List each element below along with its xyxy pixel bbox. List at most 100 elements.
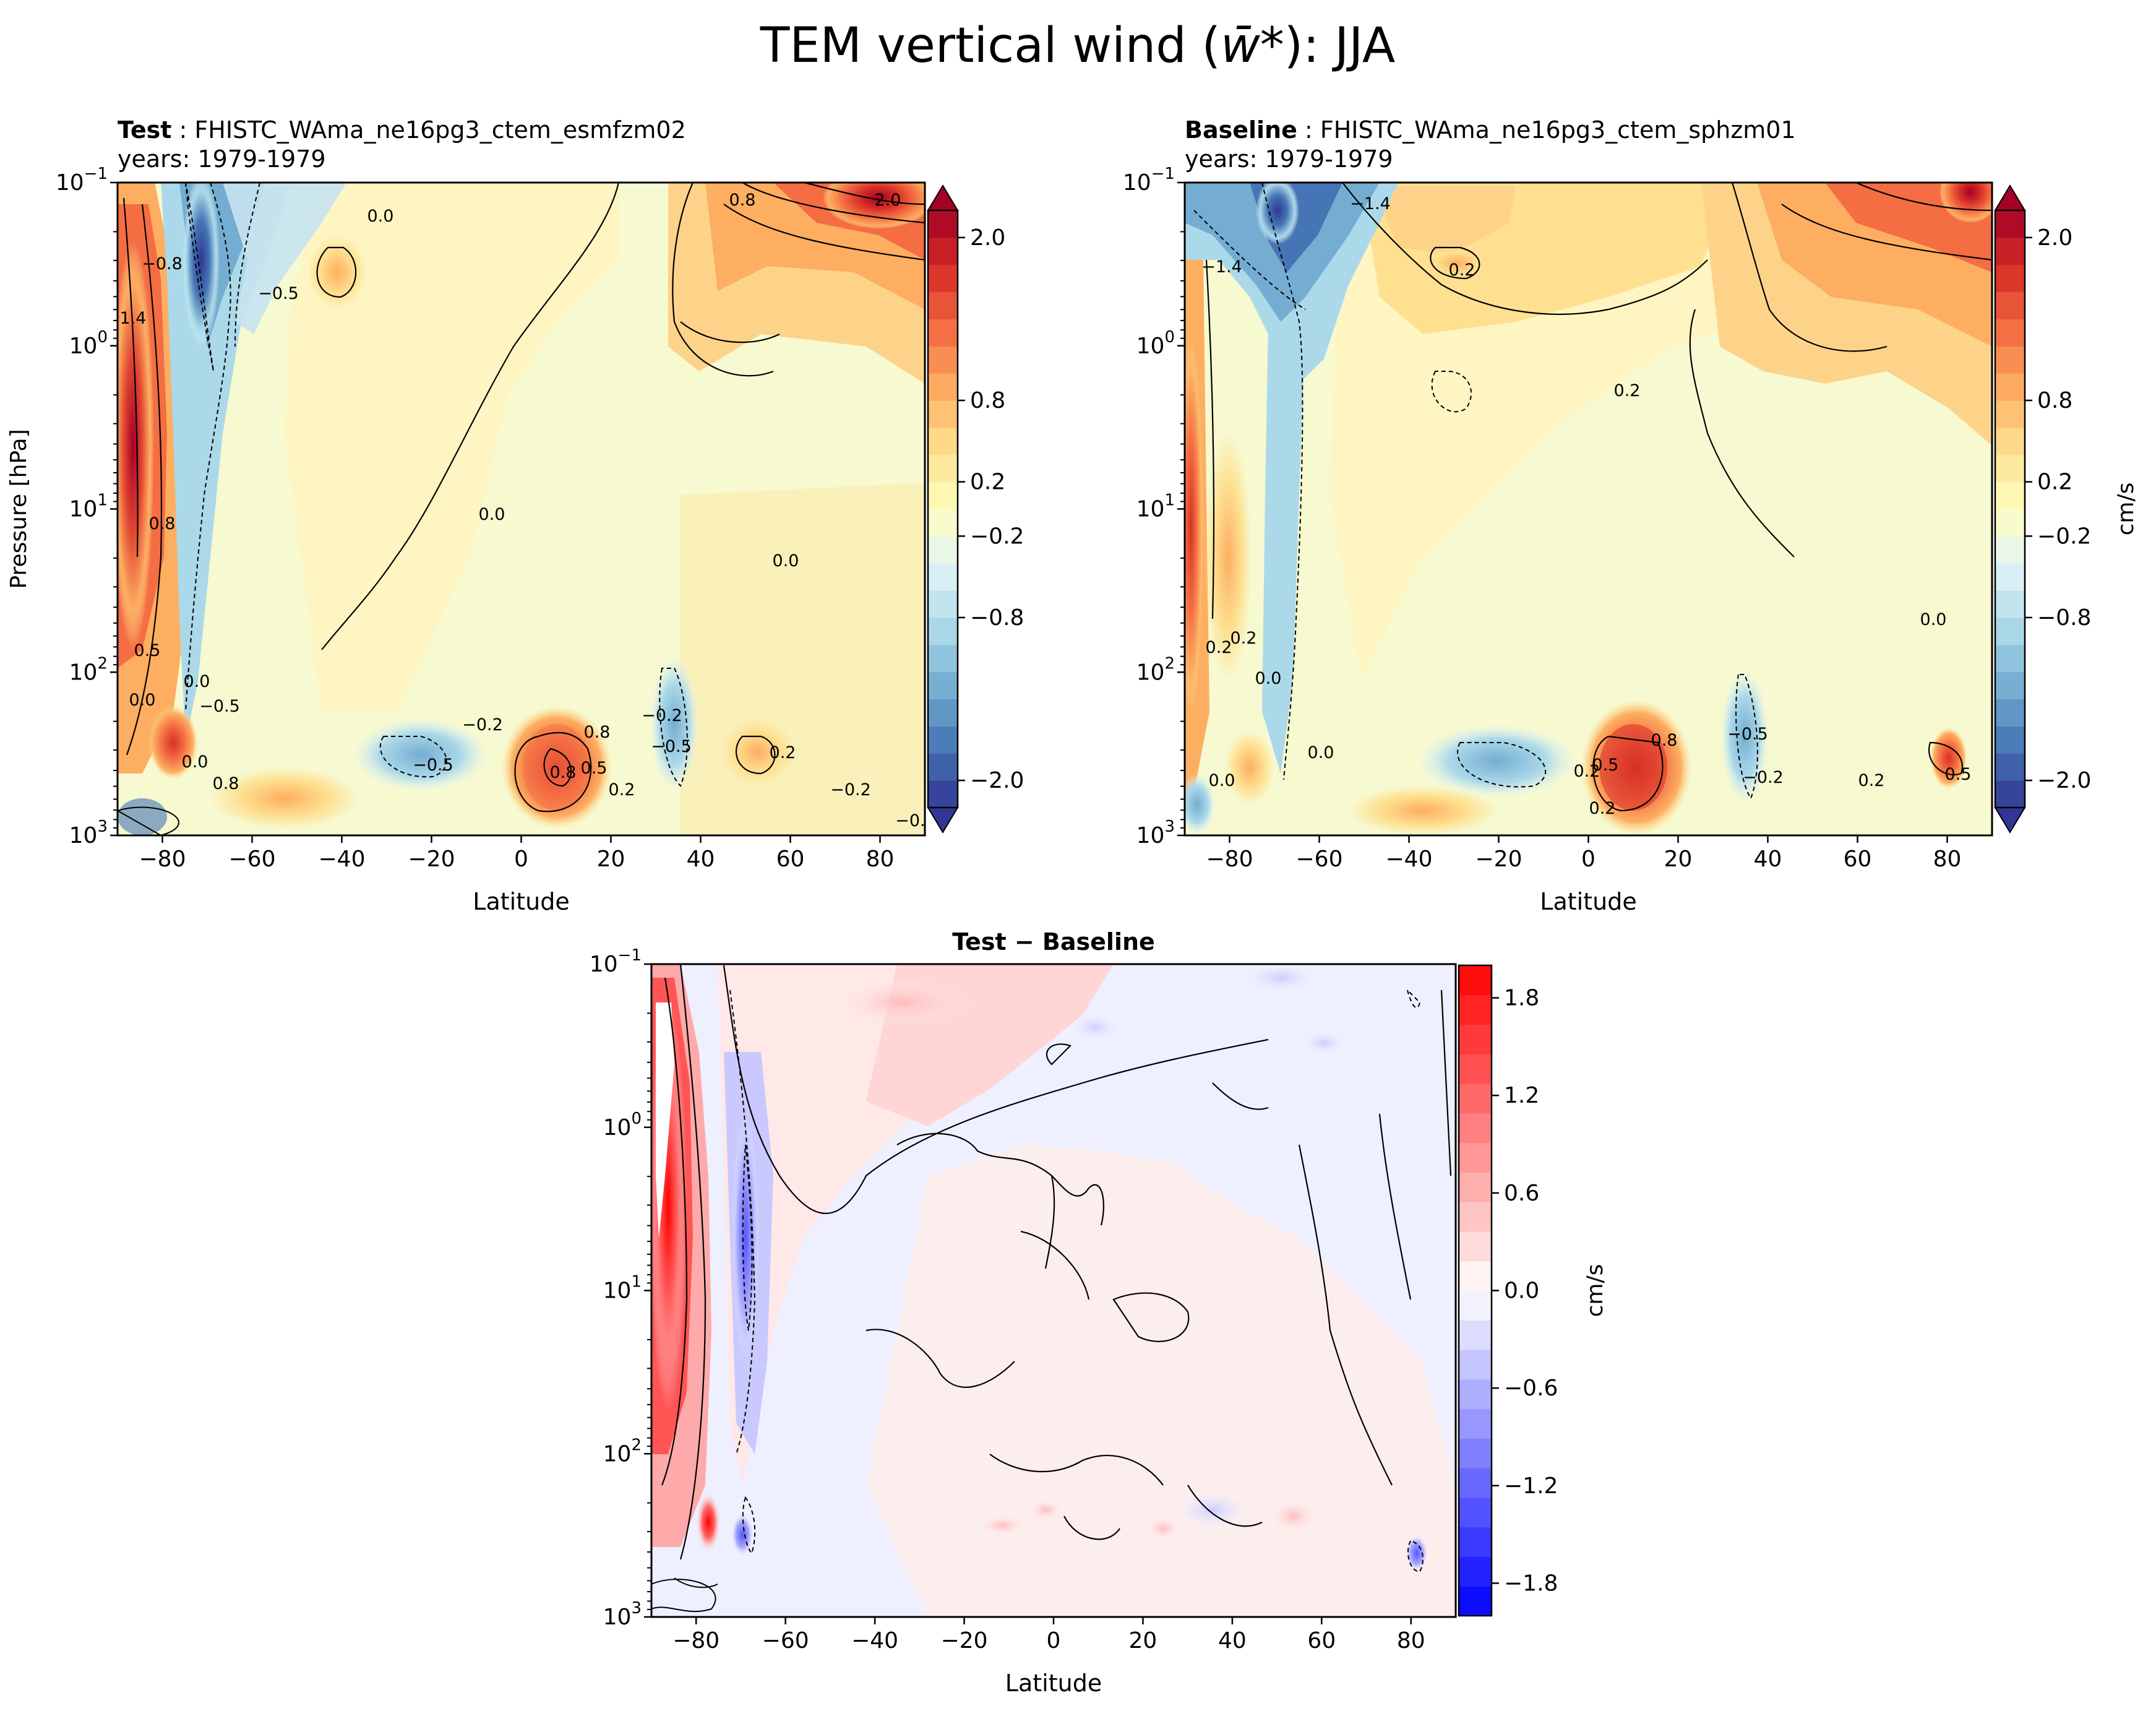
- panel-test-contour-label: 0.0: [367, 207, 394, 226]
- panel-test-ytick-label: 102: [69, 654, 108, 685]
- panel-baseline-colorbar-level: [1995, 536, 2025, 564]
- figure-title-suffix: ): JJA: [1284, 18, 1396, 74]
- panel-test-field: 0.0 0.8 2.0 −0.8 −0.5 1.4 0.0 0.8 0.0 0.…: [118, 183, 925, 835]
- panel-baseline-contour-label: 0.8: [1651, 731, 1678, 750]
- panel-test-title-case: FHISTC_WAma_ne16pg3_ctem_esmfzm02: [194, 116, 685, 144]
- panel-baseline-xtick-label: 0: [1581, 847, 1596, 872]
- panel-baseline-ytick-label: 100: [1136, 328, 1175, 359]
- panel-test-xtick-label: 0: [514, 847, 528, 872]
- panel-baseline-colorbar-level: [1995, 291, 2025, 320]
- panel-test-contour-label: 0.0: [129, 691, 156, 710]
- panel-baseline-xtick-label: −80: [1206, 847, 1253, 872]
- panel-baseline-contour-label: 0.0: [1209, 771, 1235, 790]
- panel-difference-colorbar-level: [1459, 1231, 1492, 1262]
- panel-baseline-contour-label: 0.2: [1614, 381, 1641, 400]
- panel-difference-colorbar-level: [1459, 1142, 1492, 1173]
- panel-difference-xlabel: Latitude: [1005, 1670, 1102, 1697]
- panel-test-contour-label: −0.2: [830, 780, 871, 799]
- panel-test-title: Test : FHISTC_WAma_ne16pg3_ctem_esmfzm02: [118, 116, 686, 144]
- panel-baseline-colorbar-level: [1995, 590, 2025, 618]
- panel-test-colorbar-tick-label: −0.2: [970, 524, 1024, 549]
- panel-baseline-xtick-label: −20: [1475, 847, 1523, 872]
- panel-baseline-field: −1.4 −1.4 0.2 0.2 0.2 0.2 0.0 0.0 0.5 0.…: [1185, 183, 1992, 835]
- panel-baseline-colorbar-extend-min: [1994, 807, 2026, 834]
- panel-difference-colorbar-level: [1459, 965, 1492, 996]
- panel-difference-colorbar-level: [1459, 1350, 1492, 1380]
- panel-difference-title: Test − Baseline: [952, 928, 1155, 955]
- panel-test-ytick-label: 100: [69, 328, 108, 359]
- panel-test-colorbar-level: [928, 699, 958, 727]
- panel-baseline-colorbar-level: [1995, 671, 2025, 700]
- panel-test-colorbar-level: [928, 237, 958, 265]
- panel-difference-colorbar-level: [1459, 1024, 1492, 1054]
- figure-title-prefix: TEM vertical wind (: [760, 18, 1221, 74]
- panel-test-contour-label: 0.0: [184, 672, 210, 691]
- panel-test-colorbar-level: [928, 400, 958, 428]
- panel-test-contour-label: 2.0: [875, 191, 901, 210]
- panel-baseline-colorbar-level: [1995, 563, 2025, 591]
- panel-test-contour-label: −0.5: [258, 284, 299, 303]
- panel-test-colorbar-level: [928, 373, 958, 401]
- panel-baseline-colorbar-tick-label: −0.8: [2037, 605, 2091, 631]
- panel-baseline-contour-label: 0.2: [1206, 638, 1232, 657]
- panel-baseline-xtick-label: 20: [1664, 847, 1693, 872]
- panel-difference-colorbar-level: [1459, 1113, 1492, 1144]
- panel-test-colorbar-level: [928, 509, 958, 537]
- panel-test-ytick-label: 101: [69, 491, 108, 522]
- panel-difference-colorbar-level: [1459, 1527, 1492, 1558]
- panel-test-colorbar-tick-label: 0.2: [970, 470, 1005, 495]
- panel-test-colorbar-level: [928, 671, 958, 700]
- panel-test-colorbar-frame: [927, 209, 959, 809]
- panel-test-colorbar-level: [928, 780, 958, 808]
- panel-baseline-ytick-label: 102: [1136, 654, 1175, 685]
- panel-difference-colorbar-level: [1459, 1379, 1492, 1410]
- panel-test-colorbar-level: [928, 264, 958, 293]
- panel-difference: Test − Baseline: [590, 928, 1608, 1697]
- panel-test-title-bold: Test: [118, 116, 171, 144]
- panel-baseline-contour-label: −1.4: [1201, 257, 1242, 277]
- panel-baseline-colorbar-label: cm/s: [2113, 483, 2139, 536]
- panel-test-subtitle: years: 1979-1979: [118, 145, 326, 173]
- panel-test-colorbar-tick-label: −0.8: [970, 605, 1024, 631]
- panel-test-colorbar-level: [928, 753, 958, 781]
- panel-test: Test : FHISTC_WAma_ne16pg3_ctem_esmfzm02…: [6, 116, 1024, 915]
- panel-test-xtick-label: 80: [866, 847, 895, 872]
- panel-baseline-colorbar-level: [1995, 726, 2025, 754]
- panel-test-colorbar-level: [928, 454, 958, 483]
- panel-test-ylabel: Pressure [hPa]: [6, 429, 32, 588]
- panel-test-colorbar: 2.0 0.8 0.2 −0.2 −0.8 −2.0: [927, 184, 1024, 834]
- panel-baseline-colorbar-level: [1995, 753, 2025, 781]
- panel-baseline-contour-label: 0.2: [1230, 629, 1257, 648]
- panel-test-xtick-label: −20: [408, 847, 455, 872]
- panel-baseline-contour-label: 0.0: [1308, 743, 1334, 762]
- panel-test-contour-label: 0.2: [609, 780, 635, 799]
- figure-title: TEM vertical wind (w̄*): JJA: [760, 18, 1396, 74]
- panel-test-contour-label: −0.2: [642, 706, 682, 725]
- panel-difference-colorbar-tick-label: −1.2: [1504, 1473, 1558, 1499]
- panel-baseline-contour-label: 0.2: [1858, 771, 1885, 790]
- panel-difference-colorbar-level: [1459, 1468, 1492, 1498]
- panel-baseline-colorbar-tick-label: 2.0: [2037, 225, 2072, 251]
- panel-baseline-contour-label: 0.5: [1945, 765, 1972, 784]
- panel-test-colorbar-level: [928, 291, 958, 320]
- panel-test-xtick-label: 20: [597, 847, 625, 872]
- panel-test-xtick-label: −60: [229, 847, 276, 872]
- panel-difference-ytick-label: 10−1: [590, 946, 642, 977]
- panel-baseline-xtick-label: −60: [1296, 847, 1343, 872]
- panel-test-colorbar-level: [928, 427, 958, 455]
- panel-baseline-contour-label: −0.5: [1727, 725, 1768, 744]
- panel-test-colorbar-tick-label: −2.0: [970, 768, 1024, 793]
- panel-baseline-colorbar-level: [1995, 400, 2025, 428]
- panel-test-colorbar-tick-label: 0.8: [970, 388, 1005, 413]
- panel-baseline-contour-label: 0.2: [1449, 261, 1475, 280]
- panel-difference-colorbar-tick-label: 0.6: [1504, 1181, 1539, 1206]
- panel-baseline-colorbar-level: [1995, 427, 2025, 455]
- panel-difference-colorbar-tick-label: 0.0: [1504, 1278, 1539, 1304]
- panel-baseline-title-bold: Baseline: [1185, 116, 1297, 144]
- panel-baseline-title-case: FHISTC_WAma_ne16pg3_ctem_sphzm01: [1320, 116, 1796, 144]
- panel-test-colorbar-level: [928, 536, 958, 564]
- panel-difference-ytick-label: 101: [603, 1273, 642, 1304]
- panel-baseline-contour-label: 0.0: [1255, 669, 1282, 688]
- panel-baseline-colorbar-level: [1995, 210, 2025, 238]
- panel-difference-colorbar-level: [1459, 1054, 1492, 1084]
